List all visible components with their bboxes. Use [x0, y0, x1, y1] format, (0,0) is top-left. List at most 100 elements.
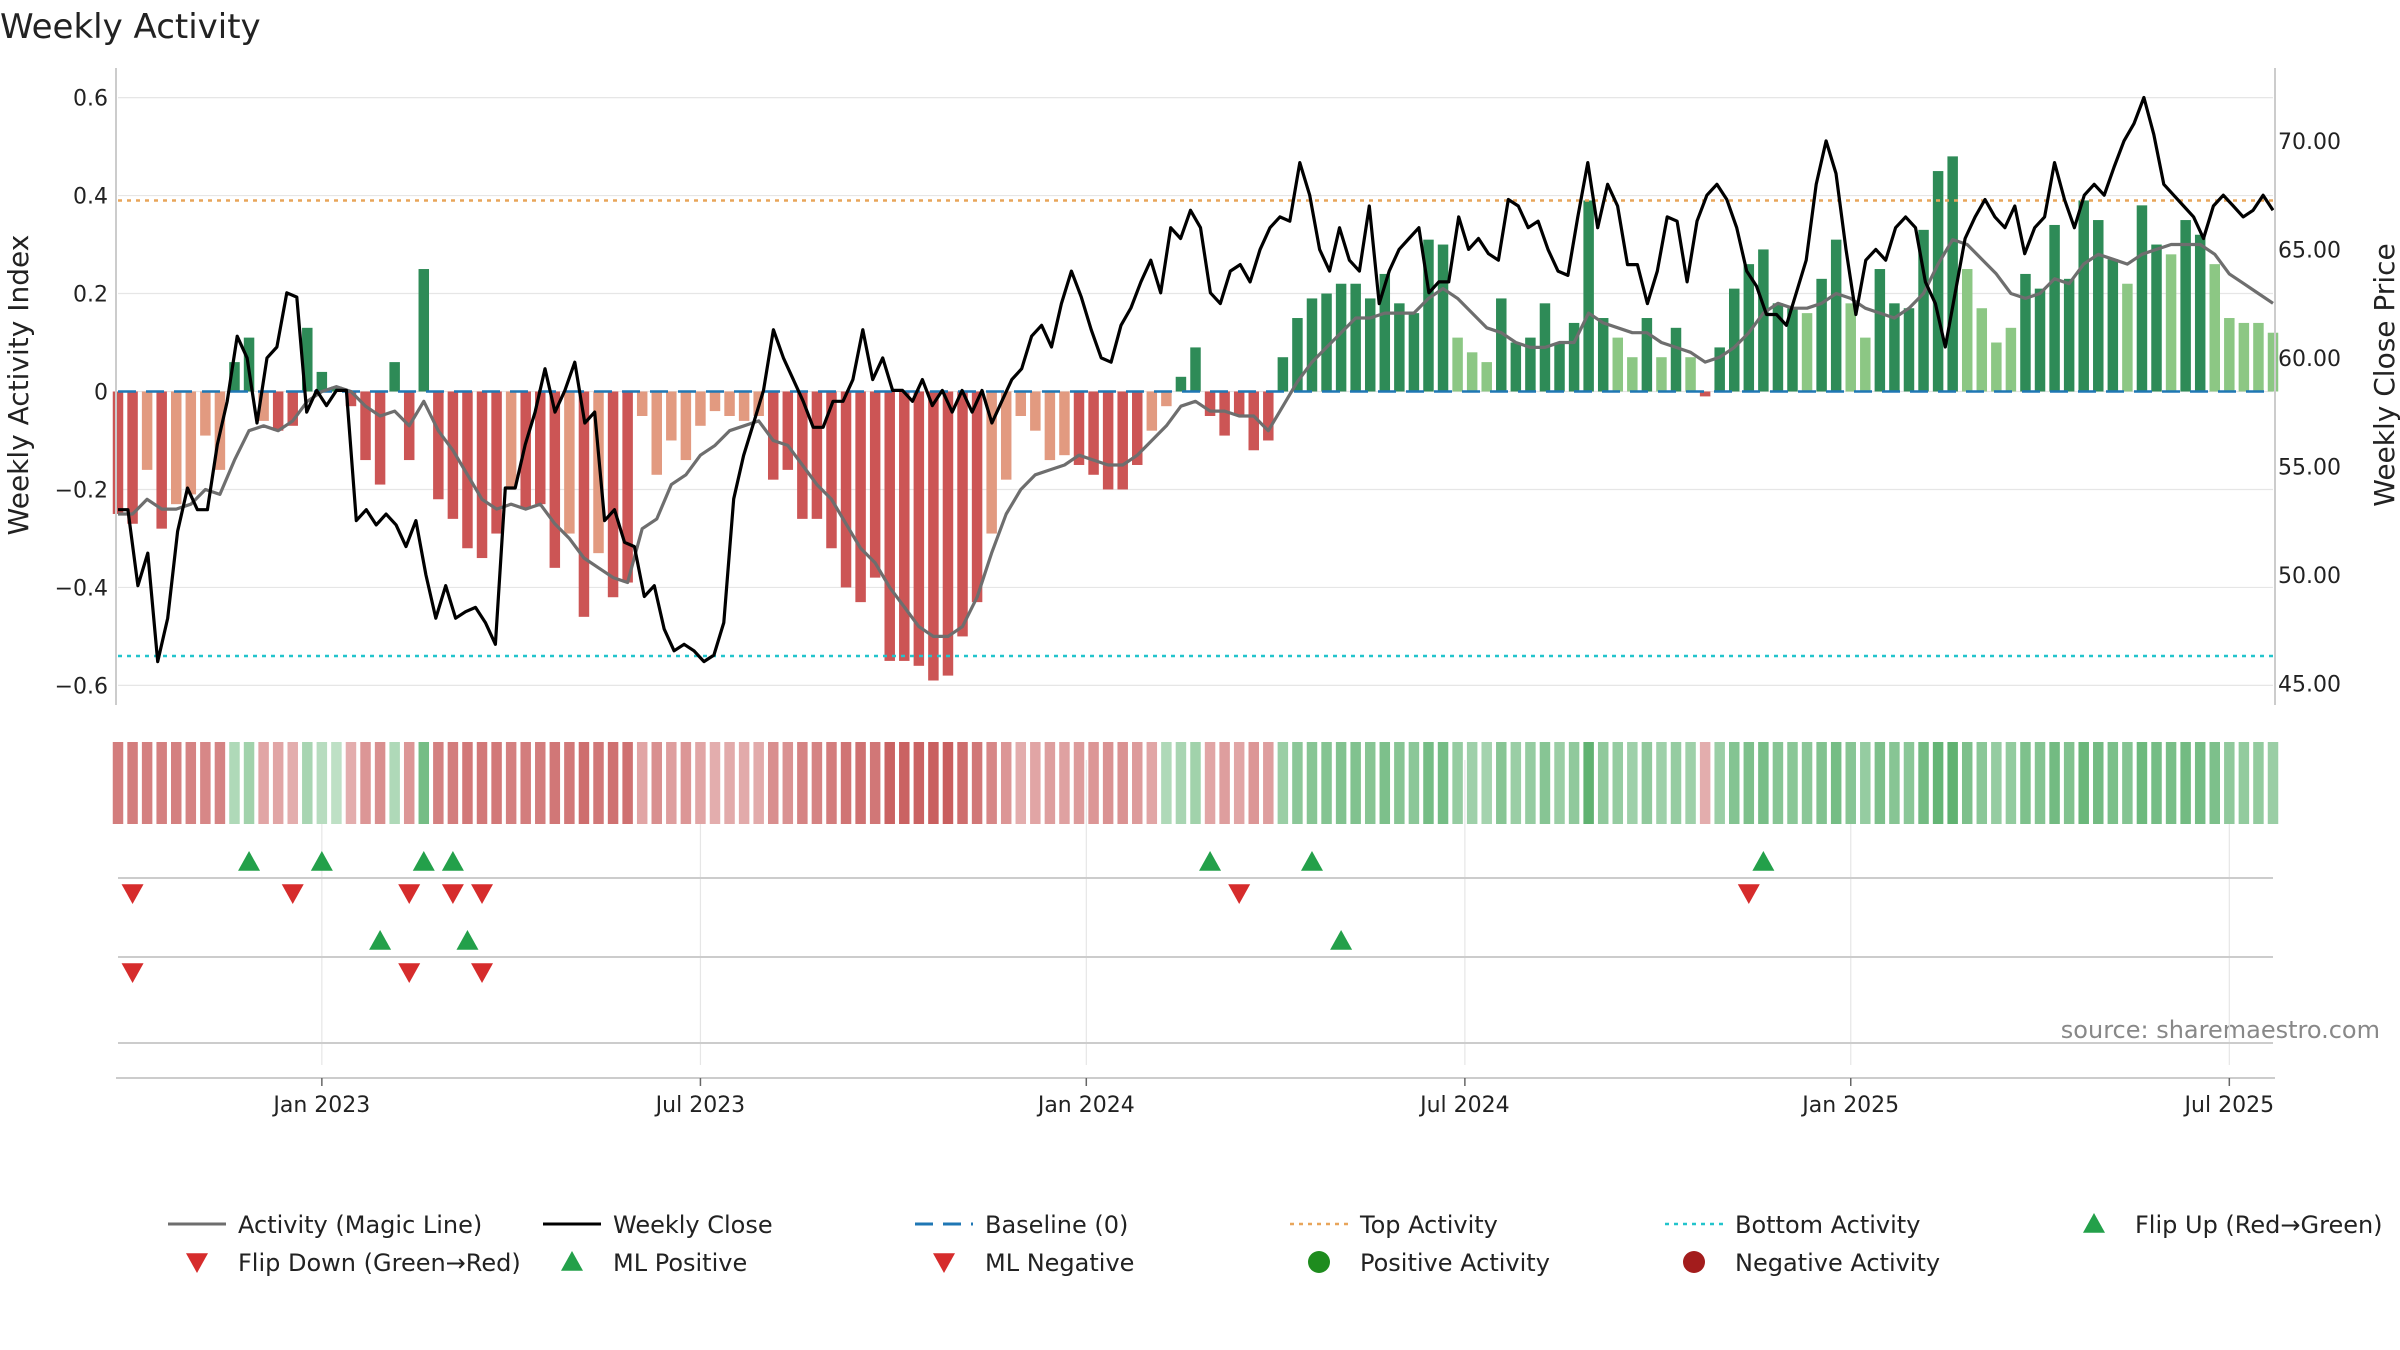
activity-bar — [1874, 269, 1886, 392]
activity-bar — [2151, 244, 2162, 392]
strip-cell — [1306, 742, 1318, 824]
strip-cell — [433, 742, 444, 824]
strip-cell — [884, 742, 895, 824]
strip-cell — [826, 742, 837, 824]
activity-bar — [171, 391, 182, 505]
strip-cell — [112, 742, 124, 824]
strip-cell — [1729, 742, 1740, 824]
strip-cell — [1277, 742, 1289, 824]
activity-bar — [1292, 318, 1303, 392]
strip-cell — [2020, 742, 2031, 824]
chart-title: Weekly Activity — [0, 7, 261, 47]
activity-strip — [112, 742, 2279, 824]
activity-bar — [2224, 318, 2235, 392]
activity-bar — [1510, 342, 1522, 392]
strip-cell — [2063, 742, 2075, 824]
activity-bar — [709, 391, 721, 412]
strip-cell — [986, 742, 997, 824]
strip-cell — [869, 742, 881, 824]
activity-bar — [505, 391, 517, 490]
flip-down-marker — [1737, 884, 1760, 904]
strip-cell — [797, 742, 808, 824]
ml-negative-marker — [121, 963, 144, 983]
strip-cell — [2165, 742, 2177, 824]
y-tick-label: 0.4 — [73, 185, 108, 210]
legend-label-neg: Negative Activity — [1735, 1249, 1940, 1277]
strip-cell — [229, 742, 240, 824]
strip-cell — [2107, 742, 2119, 824]
strip-cell — [622, 742, 633, 824]
strip-cell — [185, 742, 197, 824]
strip-cell — [1030, 742, 1041, 824]
strip-cell — [1379, 742, 1391, 824]
strip-cell — [1496, 742, 1507, 824]
strip-cell — [1830, 742, 1842, 824]
activity-bar — [389, 362, 400, 392]
strip-cell — [1597, 742, 1609, 824]
strip-cell — [1860, 742, 1871, 824]
flip-down-marker — [281, 884, 304, 904]
legend-label-mlneg: ML Negative — [985, 1249, 1134, 1277]
activity-bar — [374, 391, 386, 485]
x-tick-label: Jul 2023 — [654, 1093, 746, 1118]
activity-bar — [1801, 313, 1813, 392]
activity-bar — [141, 391, 153, 470]
flip-up-marker — [1752, 851, 1775, 871]
strip-cell — [942, 742, 954, 824]
legend-label-flipdown: Flip Down (Green→Red) — [238, 1249, 521, 1277]
legend-label-top: Top Activity — [1359, 1211, 1498, 1239]
y-tick-label: −0.6 — [55, 674, 108, 699]
activity-bar — [258, 391, 269, 421]
strip-cell — [360, 742, 371, 824]
strip-cell — [2267, 742, 2279, 824]
activity-bar — [1554, 342, 1565, 392]
activity-bar — [1714, 347, 1725, 392]
activity-bar — [2136, 205, 2148, 392]
x-tick-label: Jul 2025 — [2183, 1093, 2275, 1118]
activity-bar — [1073, 391, 1085, 465]
strip-cell — [1816, 742, 1827, 824]
strip-cell — [1699, 742, 1711, 824]
activity-bar — [127, 391, 138, 524]
legend-swatch — [1308, 1251, 1330, 1273]
strip-cell — [971, 742, 983, 824]
strip-cell — [855, 742, 866, 824]
strip-cell — [1073, 742, 1085, 824]
strip-cell — [2253, 742, 2264, 824]
strip-cell — [2093, 742, 2104, 824]
strip-cell — [1612, 742, 1624, 824]
strip-cell — [1335, 742, 1347, 824]
activity-bar — [1452, 337, 1463, 392]
activity-bar — [1496, 298, 1507, 392]
legend-label-baseline: Baseline (0) — [985, 1211, 1128, 1239]
strip-cell — [549, 742, 561, 824]
strip-cell — [1088, 742, 1099, 824]
activity-bar — [1758, 249, 1769, 392]
activity-bar — [1947, 156, 1958, 392]
strip-cell — [1918, 742, 1929, 824]
legend-label-close: Weekly Close — [613, 1211, 773, 1239]
activity-bar — [564, 391, 575, 534]
y-tick-label: 0.2 — [73, 283, 108, 308]
activity-bar — [462, 391, 473, 549]
reference-lines — [118, 199, 2273, 658]
strip-cell — [1233, 742, 1245, 824]
activity-bar — [666, 391, 677, 441]
strip-cell — [1117, 742, 1128, 824]
strip-cell — [753, 742, 764, 824]
activity-bar — [2063, 278, 2075, 392]
activity-bar — [942, 391, 954, 676]
strip-cell — [374, 742, 386, 824]
activity-bar — [855, 391, 866, 603]
signal-markers — [121, 851, 2105, 1273]
activity-bar — [1961, 269, 1973, 392]
activity-bar — [2194, 234, 2206, 392]
strip-cell — [1961, 742, 1973, 824]
strip-cell — [709, 742, 721, 824]
activity-bar — [1830, 239, 1842, 392]
flip-down-marker — [441, 884, 464, 904]
y2-axis-label: Weekly Close Price — [2368, 243, 2400, 506]
strip-cell — [1845, 742, 1856, 824]
activity-bar — [607, 391, 619, 598]
activity-bar — [2020, 273, 2031, 392]
